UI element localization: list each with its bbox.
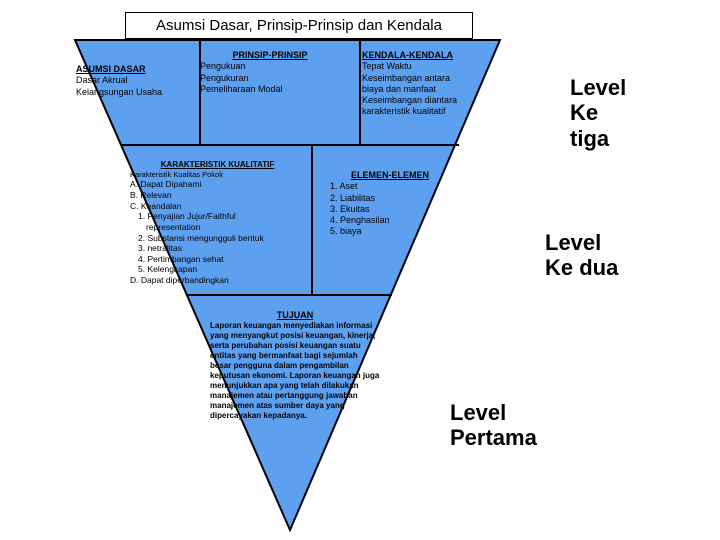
level-1-b: Pertama	[450, 425, 537, 450]
kendala-line4: Keseimbangan diantara	[362, 95, 502, 106]
karak-c3: 3. netralitas	[130, 243, 305, 254]
karak-c: C. Keandalan	[130, 201, 305, 212]
karak-sub: Karakteristik Kualitas Pokok	[130, 170, 305, 179]
asumsi-line1: Dasar Akrual	[76, 75, 176, 86]
prinsip-cell: PRINSIP-PRINSIP Pengukuan Pengukuran Pem…	[200, 50, 340, 95]
elemen-header: ELEMEN-ELEMEN	[330, 170, 450, 181]
karak-a: A. Dapat Dipahami	[130, 179, 305, 190]
prinsip-line2: Pengukuran	[200, 73, 340, 84]
karak-b: B. Relevan	[130, 190, 305, 201]
level-2-label: Level Ke dua	[545, 230, 618, 281]
level-1-a: Level	[450, 400, 537, 425]
tujuan-header: TUJUAN	[210, 310, 380, 321]
kendala-line2: Keseimbangan antara	[362, 73, 502, 84]
level-1-label: Level Pertama	[450, 400, 537, 451]
karakteristik-cell: KARAKTERISTIK KUALITATIF Karakteristik K…	[130, 160, 305, 286]
karak-header: KARAKTERISTIK KUALITATIF	[130, 160, 305, 170]
kendala-header: KENDALA-KENDALA	[362, 50, 502, 61]
karak-c4: 4. Pertimbangan sehat	[130, 254, 305, 265]
level-3-a: Level	[570, 75, 626, 100]
diagram-title: Asumsi Dasar, Prinsip-Prinsip dan Kendal…	[125, 12, 473, 39]
level-3-c: tiga	[570, 126, 626, 151]
prinsip-header: PRINSIP-PRINSIP	[200, 50, 340, 61]
level-3-b: Ke	[570, 100, 626, 125]
kendala-line1: Tepat Waktu	[362, 61, 502, 72]
karak-c1b: representation	[130, 222, 305, 233]
asumsi-header: ASUMSI DASAR	[76, 64, 176, 75]
karak-d: D. Dapat diperbandingkan	[130, 275, 305, 286]
prinsip-line3: Pemeliharaan Modal	[200, 84, 340, 95]
level-2-b: Ke dua	[545, 255, 618, 280]
elemen-l3: 3. Ekuitas	[330, 204, 450, 215]
level-2-a: Level	[545, 230, 618, 255]
elemen-l1: 1. Aset	[330, 181, 450, 192]
elemen-l2: 2. Liabilitas	[330, 193, 450, 204]
tujuan-body: Laporan keuangan menyediakan informasi y…	[210, 321, 380, 421]
kendala-cell: KENDALA-KENDALA Tepat Waktu Keseimbangan…	[362, 50, 502, 118]
tujuan-cell: TUJUAN Laporan keuangan menyediakan info…	[210, 310, 380, 421]
elemen-l4: 4. Penghasilan	[330, 215, 450, 226]
karak-c1a: 1. Penyajian Jujur/Faithful	[130, 211, 305, 222]
elemen-cell: ELEMEN-ELEMEN 1. Aset 2. Liabilitas 3. E…	[330, 170, 450, 238]
prinsip-line1: Pengukuan	[200, 61, 340, 72]
elemen-l5: 5. biaya	[330, 226, 450, 237]
asumsi-dasar-cell: ASUMSI DASAR Dasar Akrual Kelangsungan U…	[76, 64, 176, 98]
asumsi-line2: Kelangsungan Usaha	[76, 87, 176, 98]
kendala-line3: biaya dan manfaat	[362, 84, 502, 95]
karak-c5: 5. Kelengkapan	[130, 264, 305, 275]
kendala-line5: karakteristik kualitatif	[362, 106, 502, 117]
level-3-label: Level Ke tiga	[570, 75, 626, 151]
karak-c2: 2. Substansi mengungguli bentuk	[130, 233, 305, 244]
